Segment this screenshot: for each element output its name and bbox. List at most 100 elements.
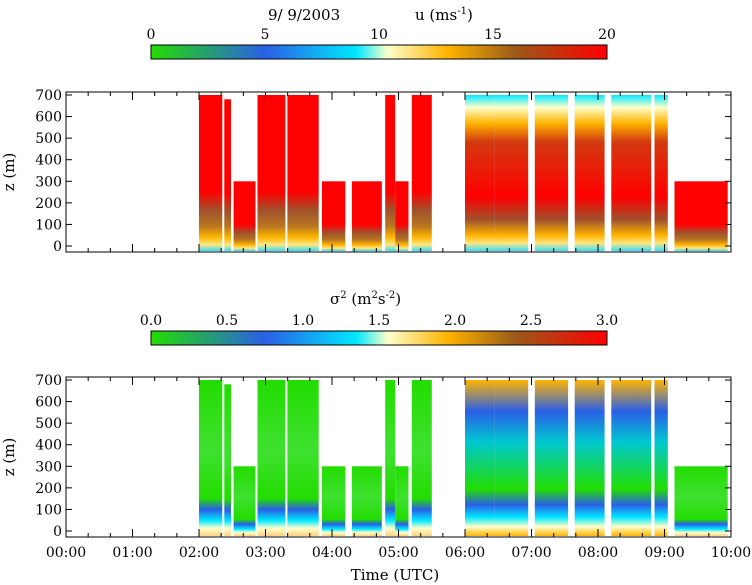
bottom-colorbar-tick-label: 1.5	[368, 313, 390, 329]
bottom-title-var-sup2: 2	[371, 290, 377, 301]
bottom-data-column	[465, 380, 495, 536]
bottom-x-tick-label: 02:00	[179, 545, 219, 561]
top-y-tick-label: 300	[35, 174, 62, 190]
bottom-colorbar	[150, 330, 608, 346]
top-panel-columns	[199, 95, 728, 251]
bottom-x-tick-label: 04:00	[312, 545, 352, 561]
bottom-colorbar-group: σ2 (m2s-2) 0.0 0.5 1.0 1.5 2.0 2.5 3.0	[140, 290, 618, 346]
bottom-data-column	[494, 380, 529, 536]
top-y-tick-label: 600	[35, 110, 62, 126]
bottom-y-tick-label: 300	[35, 459, 62, 475]
bottom-data-column	[287, 380, 319, 536]
bottom-colorbar-tick-label: 2.0	[444, 313, 466, 329]
bottom-y-tick-label: 200	[35, 481, 62, 497]
bottom-colorbar-tick-label: 1.0	[292, 313, 314, 329]
top-data-column	[465, 95, 495, 251]
bottom-colorbar-tick-label: 0.0	[140, 313, 162, 329]
bottom-x-tick-label: 10:00	[711, 545, 751, 561]
bottom-title-variable: σ2 (m2s-2)	[330, 290, 401, 308]
top-colorbar-tick-label: 10	[370, 27, 388, 43]
bottom-y-tick-label: 400	[35, 438, 62, 454]
top-title-date: 9/ 9/2003	[268, 6, 340, 24]
top-y-ticks: 0 100 200 300 400 500 600 700	[35, 88, 731, 255]
bottom-colorbar-tick-label: 0.5	[216, 313, 238, 329]
bottom-colorbar-ticks: 0.0 0.5 1.0 1.5 2.0 2.5 3.0	[140, 313, 618, 329]
bottom-data-column	[411, 380, 432, 536]
top-title-var-sup: -1	[457, 6, 467, 17]
bottom-data-column	[199, 380, 223, 536]
top-x-ticks	[65, 92, 732, 252]
top-y-tick-label: 700	[35, 88, 62, 104]
bottom-data-column	[233, 466, 256, 536]
top-data-column	[654, 95, 668, 251]
bottom-data-column	[224, 384, 231, 536]
top-data-column	[494, 95, 529, 251]
bottom-y-tick-label: 700	[35, 373, 62, 389]
top-y-tick-label: 400	[35, 153, 62, 169]
bottom-xlabel: Time (UTC)	[351, 566, 440, 584]
bottom-data-column	[322, 466, 346, 536]
bottom-data-column	[385, 380, 396, 536]
top-title-variable: u (ms-1)	[415, 6, 473, 24]
top-data-column	[574, 95, 605, 251]
bottom-x-tick-label: 07:00	[511, 545, 551, 561]
bottom-data-column	[674, 466, 728, 536]
bottom-title-var-mid2: s	[378, 290, 386, 308]
top-data-column	[199, 95, 223, 251]
bottom-panel-columns	[199, 380, 728, 536]
bottom-data-column	[257, 380, 286, 536]
top-data-column	[611, 95, 652, 251]
top-panel: 0 100 200 300 400 500 600 700 z (m)	[0, 88, 732, 255]
bottom-title-var-sup: 2	[340, 290, 346, 301]
bottom-x-tick-label: 03:00	[245, 545, 285, 561]
bottom-data-column	[395, 466, 409, 536]
bottom-data-column	[534, 380, 569, 536]
top-data-column	[287, 95, 319, 251]
bottom-x-tick-label: 05:00	[378, 545, 418, 561]
top-colorbar	[150, 44, 608, 60]
bottom-title-var-mid: (m	[347, 290, 372, 308]
top-data-column	[534, 95, 569, 251]
bottom-colorbar-tick-label: 2.5	[520, 313, 542, 329]
top-colorbar-tick-label: 0	[147, 27, 156, 43]
top-title-var: u (ms	[415, 6, 457, 24]
bottom-y-tick-label: 100	[35, 502, 62, 518]
top-colorbar-group: 9/ 9/2003 u (ms-1) 0 5 10 15 20	[147, 6, 616, 60]
bottom-x-tick-label: 00:00	[46, 545, 86, 561]
top-data-column	[674, 181, 728, 251]
bottom-y-tick-label: 600	[35, 395, 62, 411]
bottom-title-var-end: )	[395, 290, 401, 308]
top-data-column	[411, 95, 432, 251]
top-colorbar-tick-label: 15	[484, 27, 502, 43]
bottom-x-tick-label: 08:00	[578, 545, 618, 561]
bottom-y-ticks: 0 100 200 300 400 500 600 700	[35, 373, 731, 540]
bottom-data-column	[574, 380, 605, 536]
bottom-x-ticks: 00:00 01:00 02:00 03:00 04:00 05:00 06:00 07:00…	[46, 377, 751, 561]
top-data-column	[385, 95, 396, 251]
top-y-tick-label: 500	[35, 131, 62, 147]
bottom-ylabel: z (m)	[0, 438, 18, 477]
bottom-data-column	[611, 380, 652, 536]
bottom-data-column	[654, 380, 668, 536]
top-data-column	[257, 95, 286, 251]
top-data-column	[395, 181, 409, 251]
bottom-data-column	[351, 466, 382, 536]
bottom-colorbar-tick-label: 3.0	[596, 313, 618, 329]
bottom-title-var: σ	[330, 290, 340, 308]
top-data-column	[322, 181, 346, 251]
top-y-tick-label: 0	[53, 239, 62, 255]
bottom-x-tick-label: 01:00	[112, 545, 152, 561]
bottom-x-tick-label: 09:00	[644, 545, 684, 561]
top-data-column	[233, 181, 256, 251]
top-colorbar-ticks: 0 5 10 15 20	[147, 27, 616, 43]
top-colorbar-tick-label: 5	[261, 27, 270, 43]
bottom-y-tick-label: 500	[35, 416, 62, 432]
top-data-column	[351, 181, 382, 251]
bottom-title-var-sup3: -2	[386, 290, 396, 301]
top-ylabel: z (m)	[0, 153, 18, 192]
top-y-tick-label: 200	[35, 196, 62, 212]
top-y-tick-label: 100	[35, 217, 62, 233]
bottom-y-tick-label: 0	[53, 524, 62, 540]
top-data-column	[224, 99, 231, 251]
